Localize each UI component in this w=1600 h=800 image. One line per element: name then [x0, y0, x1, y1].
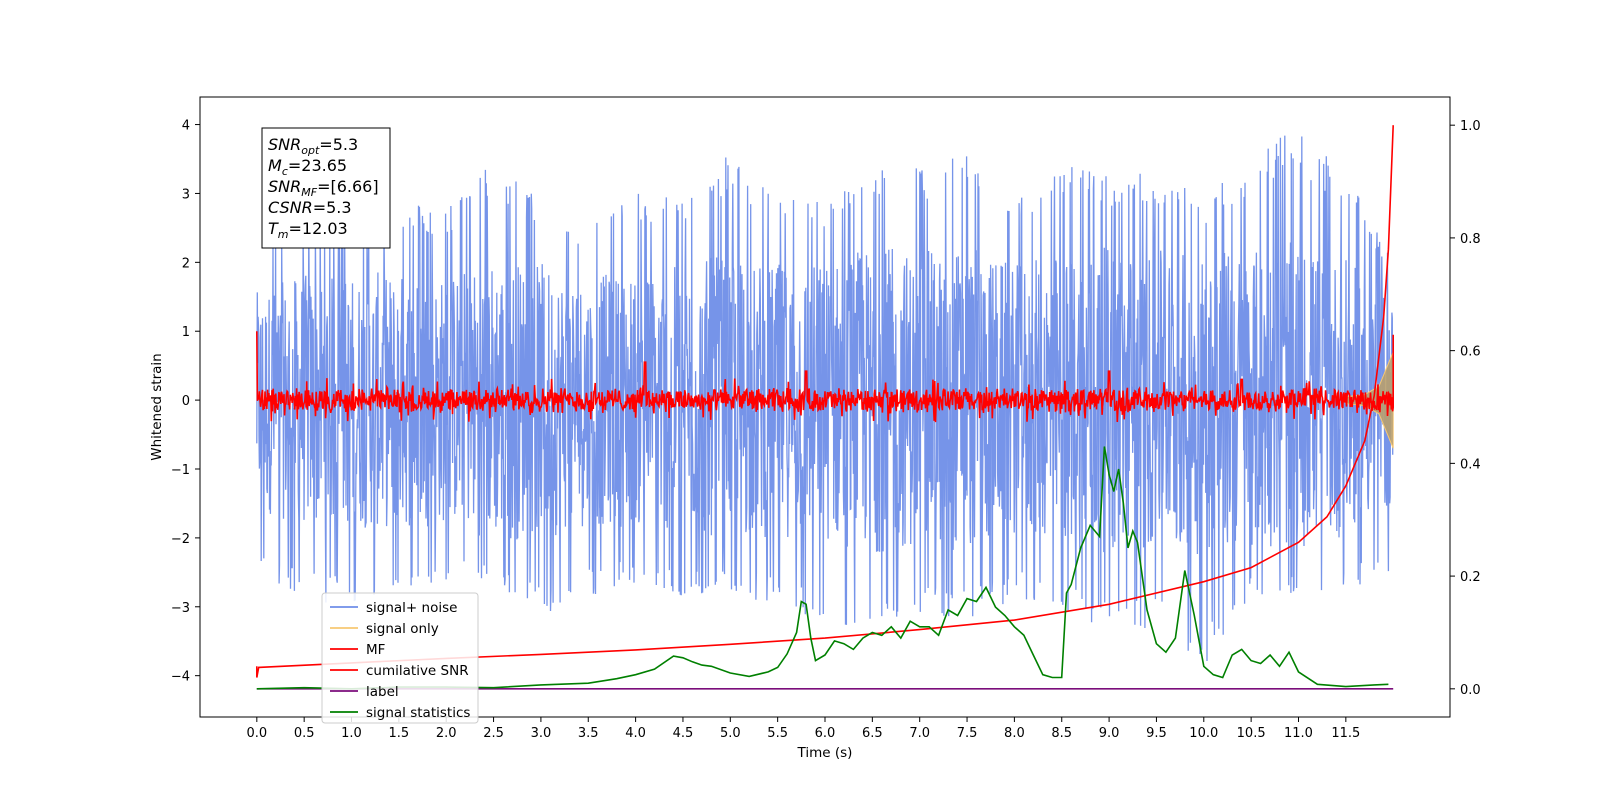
x-tick-label: 11.5	[1331, 726, 1360, 741]
x-tick-label: 7.0	[909, 726, 930, 741]
y2-tick-label: 0.8	[1460, 232, 1481, 247]
x-tick-label: 1.0	[341, 726, 362, 741]
x-axis: 0.0 0.5 1.0 1.5 2.0 2.5 3.0 3.5 4.0 4.5 5.0 5.5 6.0 6…	[246, 717, 1360, 741]
series-signal-noise-line	[256, 135, 1394, 662]
info-box-frame	[261, 127, 391, 249]
info-box-line: CSNR=5.3	[268, 198, 352, 217]
y2-tick-label: 1.0	[1460, 119, 1481, 134]
y-tick-label: 2	[182, 256, 190, 271]
x-tick-label: 6.0	[815, 726, 836, 741]
x-tick-label: 10.0	[1189, 726, 1218, 741]
info-box-line: Tm=12.03	[268, 219, 348, 241]
y-axis: −4 −3 −2 −1 0 1 2 3 4	[171, 119, 200, 685]
legend-item-label: signal statistics	[366, 705, 470, 721]
x-tick-label: 3.0	[531, 726, 552, 741]
x-tick-label: 4.5	[673, 726, 694, 741]
y-tick-label: 0	[182, 394, 190, 409]
y2-axis: 0.0 0.2 0.4 0.6 0.8 1.0	[1450, 119, 1481, 698]
x-axis-label: Time (s)	[797, 745, 853, 761]
x-tick-label: 10.5	[1237, 726, 1266, 741]
x-tick-label: 2.5	[483, 726, 504, 741]
y-tick-label: −2	[171, 532, 190, 547]
info-box-line: SNRopt=5.3	[268, 135, 358, 157]
series-signal-statistics-line	[256, 446, 1389, 690]
legend-item-label: signal only	[366, 621, 439, 637]
x-tick-label: 7.5	[957, 726, 978, 741]
y-axis-label: Whitened strain	[149, 353, 165, 460]
y2-tick-label: 0.6	[1460, 345, 1481, 360]
x-tick-label: 3.5	[578, 726, 599, 741]
x-tick-label: 6.5	[862, 726, 883, 741]
legend-frame	[321, 592, 479, 724]
x-tick-label: 5.0	[720, 726, 741, 741]
series-mf-line	[256, 331, 1394, 423]
y2-tick-label: 0.2	[1460, 570, 1481, 585]
x-tick-label: 4.0	[625, 726, 646, 741]
x-tick-label: 9.0	[1099, 726, 1120, 741]
y-tick-label: −3	[171, 601, 190, 616]
x-tick-label: 8.5	[1051, 726, 1072, 741]
x-tick-label: 9.5	[1146, 726, 1167, 741]
x-tick-label: 5.5	[767, 726, 788, 741]
legend-item-label: cumilative SNR	[366, 663, 469, 679]
x-tick-label: 0.5	[294, 726, 315, 741]
x-tick-label: 11.0	[1284, 726, 1313, 741]
y-tick-label: −1	[171, 463, 190, 478]
x-tick-label: 2.0	[436, 726, 457, 741]
x-tick-label: 0.0	[246, 726, 267, 741]
legend-item-label: MF	[366, 642, 385, 658]
legend-item-label: signal+ noise	[366, 600, 457, 616]
y2-tick-label: 0.4	[1460, 457, 1481, 472]
x-tick-label: 1.5	[389, 726, 410, 741]
legend-item-label: label	[366, 684, 399, 700]
y-tick-label: 1	[182, 325, 190, 340]
info-box-line: SNRMF=[6.66]	[268, 177, 379, 199]
info-box-line: Mc=23.65	[268, 156, 347, 178]
x-tick-label: 8.0	[1004, 726, 1025, 741]
y-tick-label: −4	[171, 670, 190, 685]
y2-tick-label: 0.0	[1460, 683, 1481, 698]
y-tick-label: 3	[182, 187, 190, 202]
y-tick-label: 4	[182, 119, 190, 134]
legend: signal+ noise signal only MF cumilative SNR…	[321, 592, 479, 724]
